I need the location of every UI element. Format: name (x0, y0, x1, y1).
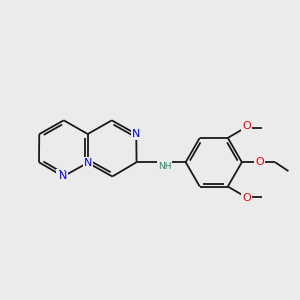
Text: NH: NH (158, 161, 172, 170)
Text: O: O (242, 122, 251, 131)
Text: N: N (57, 170, 66, 180)
Text: N: N (84, 158, 92, 168)
Text: N: N (59, 172, 68, 182)
Text: O: O (242, 193, 251, 203)
Text: N: N (132, 129, 140, 139)
Text: O: O (255, 157, 264, 167)
